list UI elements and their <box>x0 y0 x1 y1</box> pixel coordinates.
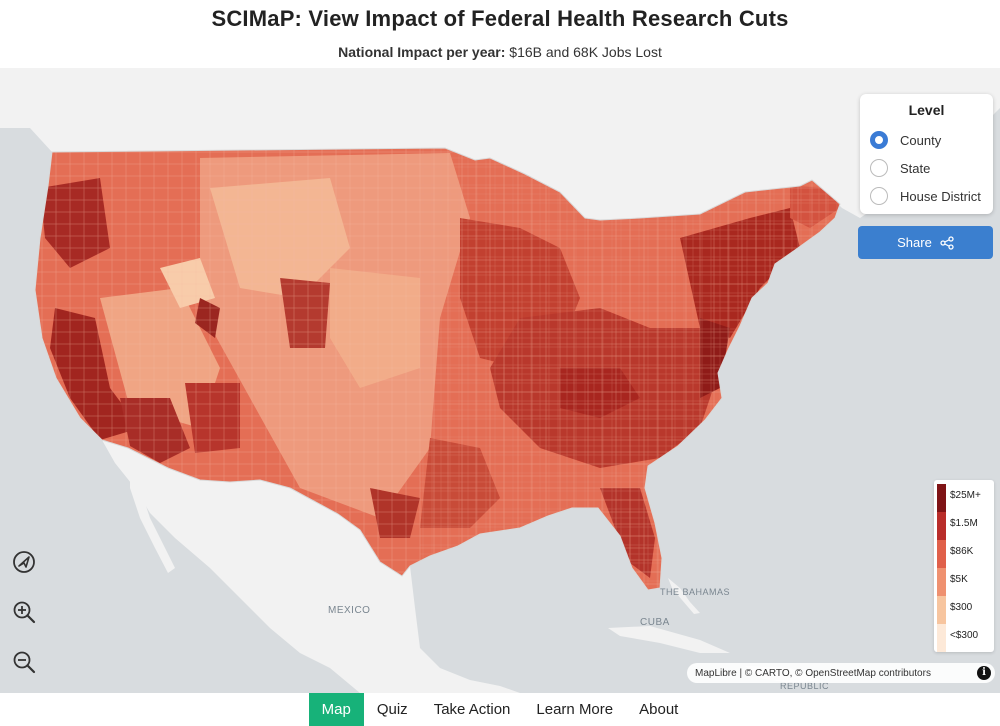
page-title: SCIMaP: View Impact of Federal Health Re… <box>211 6 789 31</box>
zoom-in-button[interactable] <box>12 600 38 626</box>
cuba-land <box>608 626 730 653</box>
locate-icon <box>13 551 35 573</box>
legend-label: $5K <box>950 574 968 585</box>
nav-map[interactable]: Map <box>308 693 364 726</box>
bottom-nav: Map Quiz Take Action Learn More About <box>0 693 1000 726</box>
legend-swatch-1-5m <box>937 512 946 540</box>
nav-about[interactable]: About <box>639 701 679 718</box>
zoom-out-icon <box>13 651 36 674</box>
nav-learn-more[interactable]: Learn More <box>536 701 614 718</box>
nav-quiz[interactable]: Quiz <box>376 701 408 718</box>
legend-swatch-86k <box>937 540 946 568</box>
legend-swatch-under-300 <box>937 624 946 652</box>
level-option-label: House District <box>900 188 981 204</box>
level-option-label: County <box>900 132 942 148</box>
share-icon <box>940 235 954 250</box>
share-button[interactable]: Share <box>858 226 993 259</box>
summary-value: $16B and 68K Jobs Lost <box>505 44 662 60</box>
label-mexico: MEXICO <box>328 605 371 616</box>
radio-state[interactable] <box>870 159 888 177</box>
legend-label: $25M+ <box>950 490 981 501</box>
national-impact-summary: National Impact per year: $16B and 68K J… <box>0 44 1000 60</box>
level-panel: Level County State House District <box>860 94 993 214</box>
legend-swatch-25m <box>937 484 946 512</box>
radio-house-district[interactable] <box>870 187 888 205</box>
bahamas-land <box>668 578 700 614</box>
zoom-out-button[interactable] <box>12 650 38 676</box>
legend-label: $300 <box>950 602 973 613</box>
legend-swatch-300 <box>937 596 946 624</box>
label-republic: REPUBLIC <box>780 681 830 691</box>
info-icon[interactable]: i <box>977 666 991 680</box>
zoom-in-icon <box>13 601 36 624</box>
canada-land <box>0 68 1000 220</box>
legend-label: $86K <box>950 546 974 557</box>
map-canvas[interactable] <box>0 68 1000 693</box>
legend-swatch-5k <box>937 568 946 596</box>
map-attribution: MapLibre | © CARTO, © OpenStreetMap cont… <box>687 663 995 683</box>
legend-label: $1.5M <box>950 518 978 529</box>
label-bahamas: THE BAHAMAS <box>660 587 731 597</box>
legend-label: <$300 <box>950 630 979 641</box>
mexico-land <box>102 440 520 693</box>
level-option-label: State <box>900 160 931 176</box>
nav-take-action[interactable]: Take Action <box>433 701 511 718</box>
locate-button[interactable] <box>12 550 38 576</box>
level-title: Level <box>908 102 945 118</box>
page-header: SCIMaP: View Impact of Federal Health Re… <box>0 0 1000 68</box>
label-cuba: CUBA <box>640 617 670 628</box>
baja <box>130 468 175 573</box>
summary-label: National Impact per year: <box>338 44 506 60</box>
radio-county[interactable] <box>870 131 888 149</box>
level-option-house-district[interactable]: House District <box>870 182 983 210</box>
level-option-state[interactable]: State <box>870 154 983 182</box>
share-label: Share <box>897 235 932 250</box>
choropleth-map[interactable]: MEXICO CUBA THE BAHAMAS REPUBLIC <box>0 68 1000 693</box>
level-option-county[interactable]: County <box>870 126 983 154</box>
map-legend: $25M+ $1.5M $86K $5K $300 <$300 <box>934 480 994 652</box>
attribution-text[interactable]: MapLibre | © CARTO, © OpenStreetMap cont… <box>695 667 931 679</box>
